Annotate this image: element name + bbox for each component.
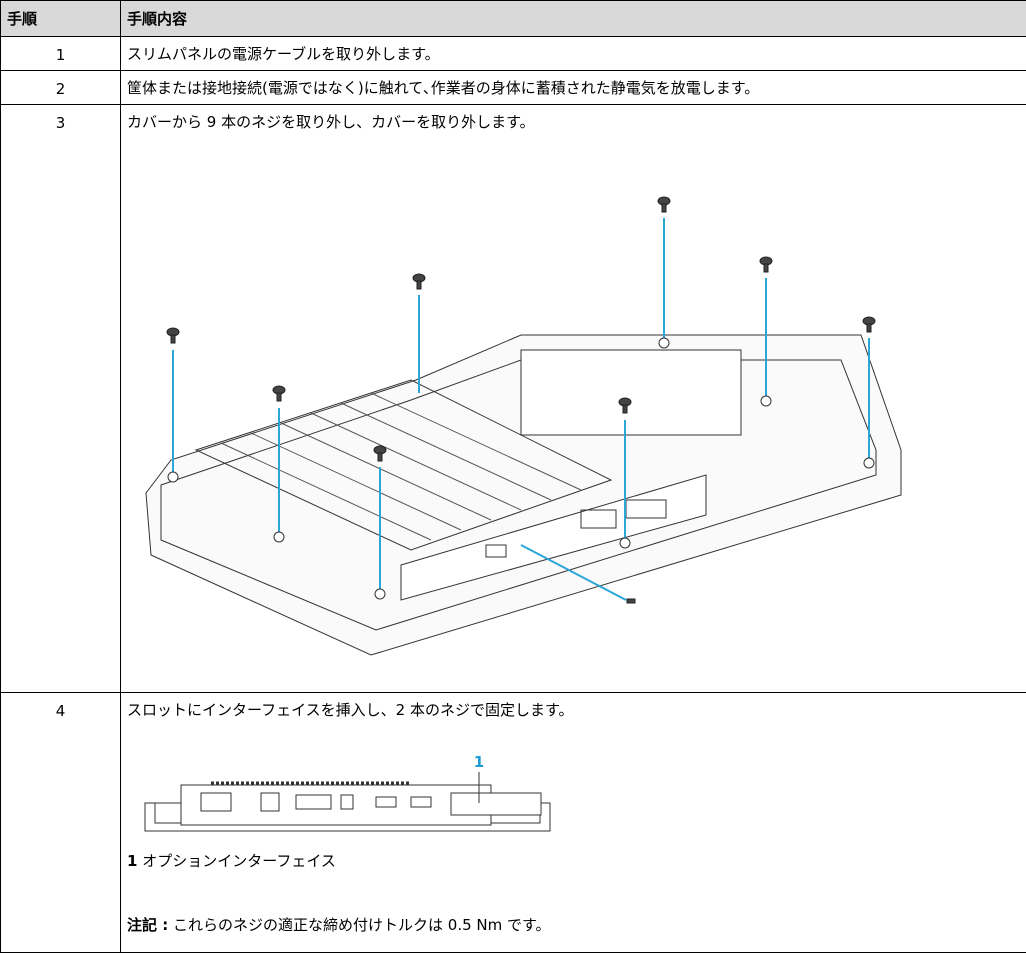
step-number: 4: [1, 693, 121, 953]
step-number: 2: [1, 71, 121, 105]
panel-illustration: [141, 175, 961, 675]
note-text: これらのネジの適正な締め付けトルクは 0.5 Nm です。: [173, 916, 551, 934]
step-text: スリムパネルの電源ケーブルを取り外します。: [127, 46, 1026, 62]
step-text: スロットにインターフェイスを挿入し、2 本のネジで固定します。: [127, 702, 1026, 718]
caption-text: オプションインターフェイス: [142, 852, 336, 870]
header-cell: 手順内容: [121, 1, 1026, 37]
caption-number: 1: [127, 852, 137, 870]
note: 注記 : これらのネジの適正な締め付けトルクは 0.5 Nm です。: [127, 917, 551, 933]
note-label: 注記 :: [127, 916, 168, 934]
step-number: 3: [1, 105, 121, 693]
step-text: 筐体または接地接続(電源ではなく)に触れて､作業者の身体に蓄積された静電気を放電…: [127, 80, 1026, 96]
header-cell: 手順: [1, 1, 121, 37]
header-row: 手順 手順内容: [1, 1, 1026, 37]
side-illustration: 1: [141, 755, 561, 855]
row: 4 スロットにインターフェイスを挿入し、2 本のネジで固定します。 1 1 オプ…: [1, 693, 1026, 953]
callout-number: 1: [474, 755, 484, 771]
step-text: カバーから 9 本のネジを取り外し、カバーを取り外します。: [127, 114, 1026, 130]
row: 3 カバーから 9 本のネジを取り外し、カバーを取り外します。: [1, 105, 1026, 693]
row: 2 筐体または接地接続(電源ではなく)に触れて､作業者の身体に蓄積された静電気を…: [1, 71, 1026, 105]
caption: 1 オプションインターフェイス: [127, 853, 336, 869]
row: 1 スリムパネルの電源ケーブルを取り外します。: [1, 37, 1026, 71]
step-number: 1: [1, 37, 121, 71]
